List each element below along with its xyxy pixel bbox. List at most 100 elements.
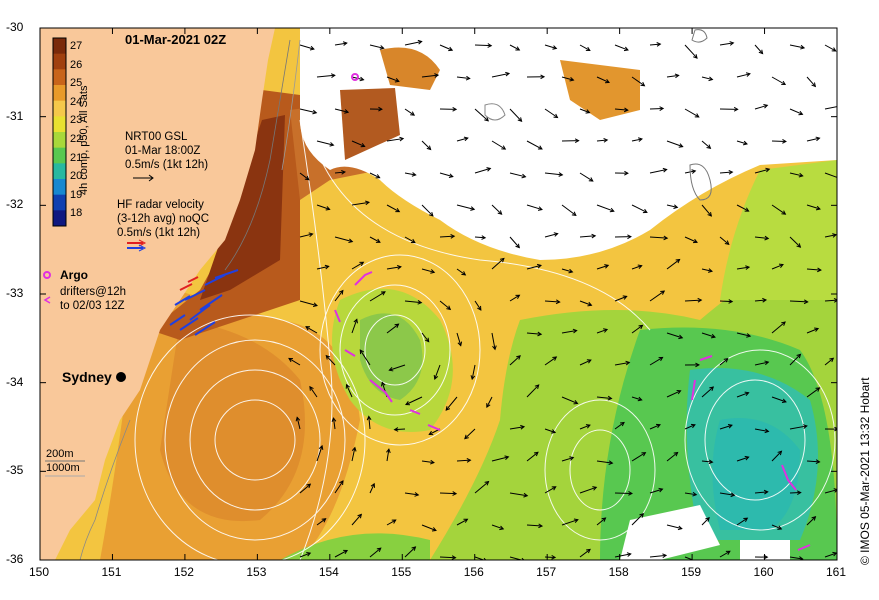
velocity-arrowhead: [411, 172, 417, 177]
velocity-arrow: [544, 44, 557, 49]
velocity-arrow: [631, 265, 642, 270]
velocity-arrow: [771, 204, 786, 215]
velocity-arrow: [824, 357, 834, 366]
velocity-arrow: [579, 108, 590, 114]
velocity-arrowhead: [673, 451, 679, 457]
velocity-arrow: [579, 359, 592, 366]
velocity-arrowhead: [517, 117, 523, 123]
velocity-arrow: [631, 513, 644, 526]
velocity-arrow: [359, 349, 371, 366]
velocity-arrowhead: [426, 145, 432, 151]
velocity-arrowhead: [366, 415, 372, 421]
velocity-arrow: [806, 204, 821, 210]
velocity-arrowhead: [497, 210, 503, 215]
velocity-arrow: [736, 332, 751, 337]
velocity-arrowhead: [815, 387, 821, 392]
velocity-arrow: [439, 44, 453, 51]
velocity-arrow: [509, 172, 526, 178]
velocity-arrow: [305, 326, 318, 334]
velocity-arrowhead: [744, 455, 750, 461]
velocity-arrowhead: [342, 41, 348, 46]
velocity-arrowhead: [673, 204, 679, 209]
velocity-arrow: [509, 108, 522, 122]
velocity-arrowhead: [802, 424, 808, 429]
velocity-arrow: [299, 300, 318, 307]
colorbar: [52, 37, 67, 227]
lat-tick-label: -33: [6, 286, 24, 300]
velocity-arrow: [719, 550, 731, 558]
velocity-arrow: [806, 460, 820, 463]
colorbar-swatch: [53, 85, 66, 102]
velocity-arrow: [369, 236, 381, 243]
velocity-arrowhead: [424, 337, 430, 343]
velocity-arrowhead: [746, 333, 752, 338]
velocity-arrowhead: [728, 299, 734, 304]
velocity-arrow: [334, 42, 347, 46]
velocity-arrowhead: [585, 424, 591, 429]
lat-tick-label: -34: [6, 374, 24, 389]
velocity-arrowhead: [452, 106, 458, 112]
velocity-arrowhead: [537, 206, 543, 211]
velocity-arrow: [509, 426, 525, 430]
velocity-arrow: [701, 140, 711, 149]
velocity-arrowhead: [391, 519, 397, 524]
velocity-arrowhead: [388, 366, 394, 372]
velocity-arrow: [754, 491, 768, 494]
velocity-arrowhead: [764, 360, 770, 366]
velocity-arrow: [456, 76, 470, 80]
velocity-arrow: [719, 358, 729, 366]
velocity-arrow: [369, 44, 384, 49]
velocity-arrow: [666, 452, 678, 462]
velocity-arrowhead: [428, 211, 434, 217]
velocity-arrow: [719, 424, 733, 430]
velocity-arrow: [736, 392, 749, 398]
velocity-arrowhead: [829, 357, 835, 363]
velocity-arrowhead: [379, 45, 385, 50]
velocity-arrow: [386, 266, 401, 270]
velocity-arrowhead: [658, 356, 664, 362]
velocity-arrowhead: [639, 512, 645, 518]
velocity-arrow: [445, 396, 458, 411]
velocity-arrowhead: [640, 81, 646, 87]
velocity-arrowhead: [815, 205, 821, 211]
velocity-arrow: [351, 140, 365, 147]
velocity-arrowhead: [375, 174, 381, 179]
velocity-arrow: [404, 492, 419, 496]
lon-tick-label: 159: [681, 565, 702, 579]
velocity-arrow: [842, 205, 853, 216]
velocity-arrow: [316, 445, 323, 462]
velocity-arrowhead: [817, 267, 822, 273]
velocity-arrow: [824, 299, 837, 302]
velocity-arrow: [456, 332, 462, 346]
velocity-arrowhead: [572, 328, 578, 334]
velocity-arrowhead: [815, 136, 821, 142]
velocity-arrow: [666, 74, 679, 78]
velocity-arrow: [544, 428, 556, 433]
velocity-arrow: [614, 44, 629, 51]
velocity-arrowhead: [505, 71, 511, 77]
velocity-arrowhead: [470, 375, 476, 381]
velocity-arrowhead: [837, 176, 841, 180]
velocity-arrow: [486, 396, 493, 408]
velocity-arrow: [789, 353, 801, 366]
velocity-arrow: [404, 236, 416, 243]
velocity-arrow: [544, 108, 558, 118]
velocity-arrow: [596, 328, 608, 334]
velocity-arrowhead: [763, 489, 769, 495]
velocity-arrow: [701, 332, 716, 338]
velocity-arrow: [561, 330, 577, 334]
velocity-arrowhead: [523, 492, 529, 498]
velocity-arrow: [736, 73, 751, 78]
velocity-arrow: [386, 323, 399, 334]
velocity-arrowhead: [609, 207, 615, 213]
velocity-arrow: [596, 76, 610, 83]
velocity-arrowhead: [625, 360, 631, 366]
colorbar-swatch: [53, 53, 66, 70]
velocity-arrow: [789, 172, 803, 177]
velocity-arrow: [491, 456, 509, 462]
velocity-arrow: [596, 460, 613, 464]
velocity-arrowhead: [658, 487, 664, 493]
velocity-arrowhead: [778, 263, 784, 268]
velocity-arrowhead: [764, 235, 770, 241]
velocity-arrowhead: [660, 290, 666, 295]
